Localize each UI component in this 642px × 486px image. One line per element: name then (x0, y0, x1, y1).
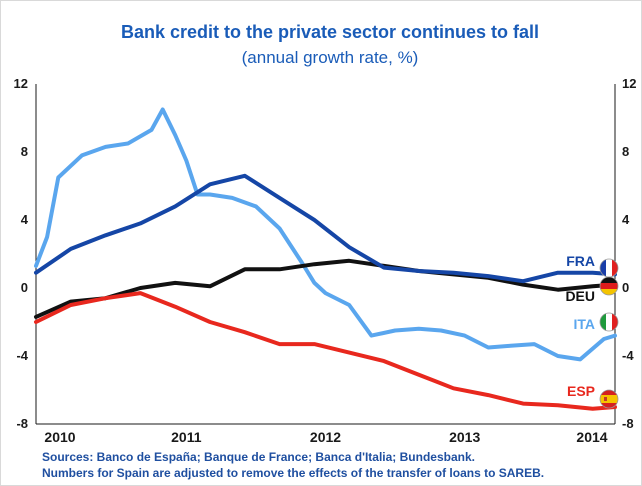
y-tick-label-left: 0 (21, 280, 28, 295)
series-line-deu (34, 258, 617, 319)
x-tick-label: 2012 (310, 429, 341, 445)
y-tick-label-right: 8 (622, 144, 629, 159)
series-line-fra (34, 173, 617, 284)
y-tick-label-right: -4 (622, 348, 634, 363)
x-tick-label: 2010 (44, 429, 75, 445)
chart-subtitle: (annual growth rate, %) (242, 48, 419, 67)
x-ticks: 2010 2011 2012 2013 2014 (44, 429, 607, 445)
y-tick-label-left: 12 (14, 76, 28, 91)
footnote-line-2: Numbers for Spain are adjusted to remove… (42, 466, 544, 480)
series-label-esp: ESP (567, 383, 595, 399)
y-tick-label-left: -8 (16, 416, 28, 431)
y-tick-label-right: 4 (622, 212, 630, 227)
series-label-deu: DEU (565, 288, 595, 304)
footnote-line-1: Sources: Banco de España; Banque de Fran… (42, 450, 475, 464)
y-ticks-left: 12 8 4 0 -4 -8 (14, 76, 29, 431)
y-tick-label-left: 8 (21, 144, 28, 159)
y-tick-label-right: 12 (622, 76, 636, 91)
x-tick-label: 2013 (449, 429, 480, 445)
chart-title: Bank credit to the private sector contin… (121, 22, 539, 42)
germany-flag-icon (599, 276, 619, 296)
series-line-esp (34, 291, 617, 411)
y-ticks-right: 12 8 4 0 -4 -8 (622, 76, 636, 431)
y-tick-label-left: -4 (16, 348, 28, 363)
italy-flag-icon (599, 312, 619, 332)
y-tick-label-right: -8 (622, 416, 634, 431)
series-line-ita (34, 107, 617, 362)
x-tick-label: 2014 (576, 429, 607, 445)
france-flag-icon (599, 258, 619, 278)
series-lines (34, 107, 617, 411)
x-tick-label: 2011 (171, 429, 202, 445)
series-label-ita: ITA (573, 316, 595, 332)
series-label-fra: FRA (566, 253, 595, 269)
y-tick-label-left: 4 (21, 212, 29, 227)
y-tick-label-right: 0 (622, 280, 629, 295)
spain-flag-icon (599, 389, 619, 409)
